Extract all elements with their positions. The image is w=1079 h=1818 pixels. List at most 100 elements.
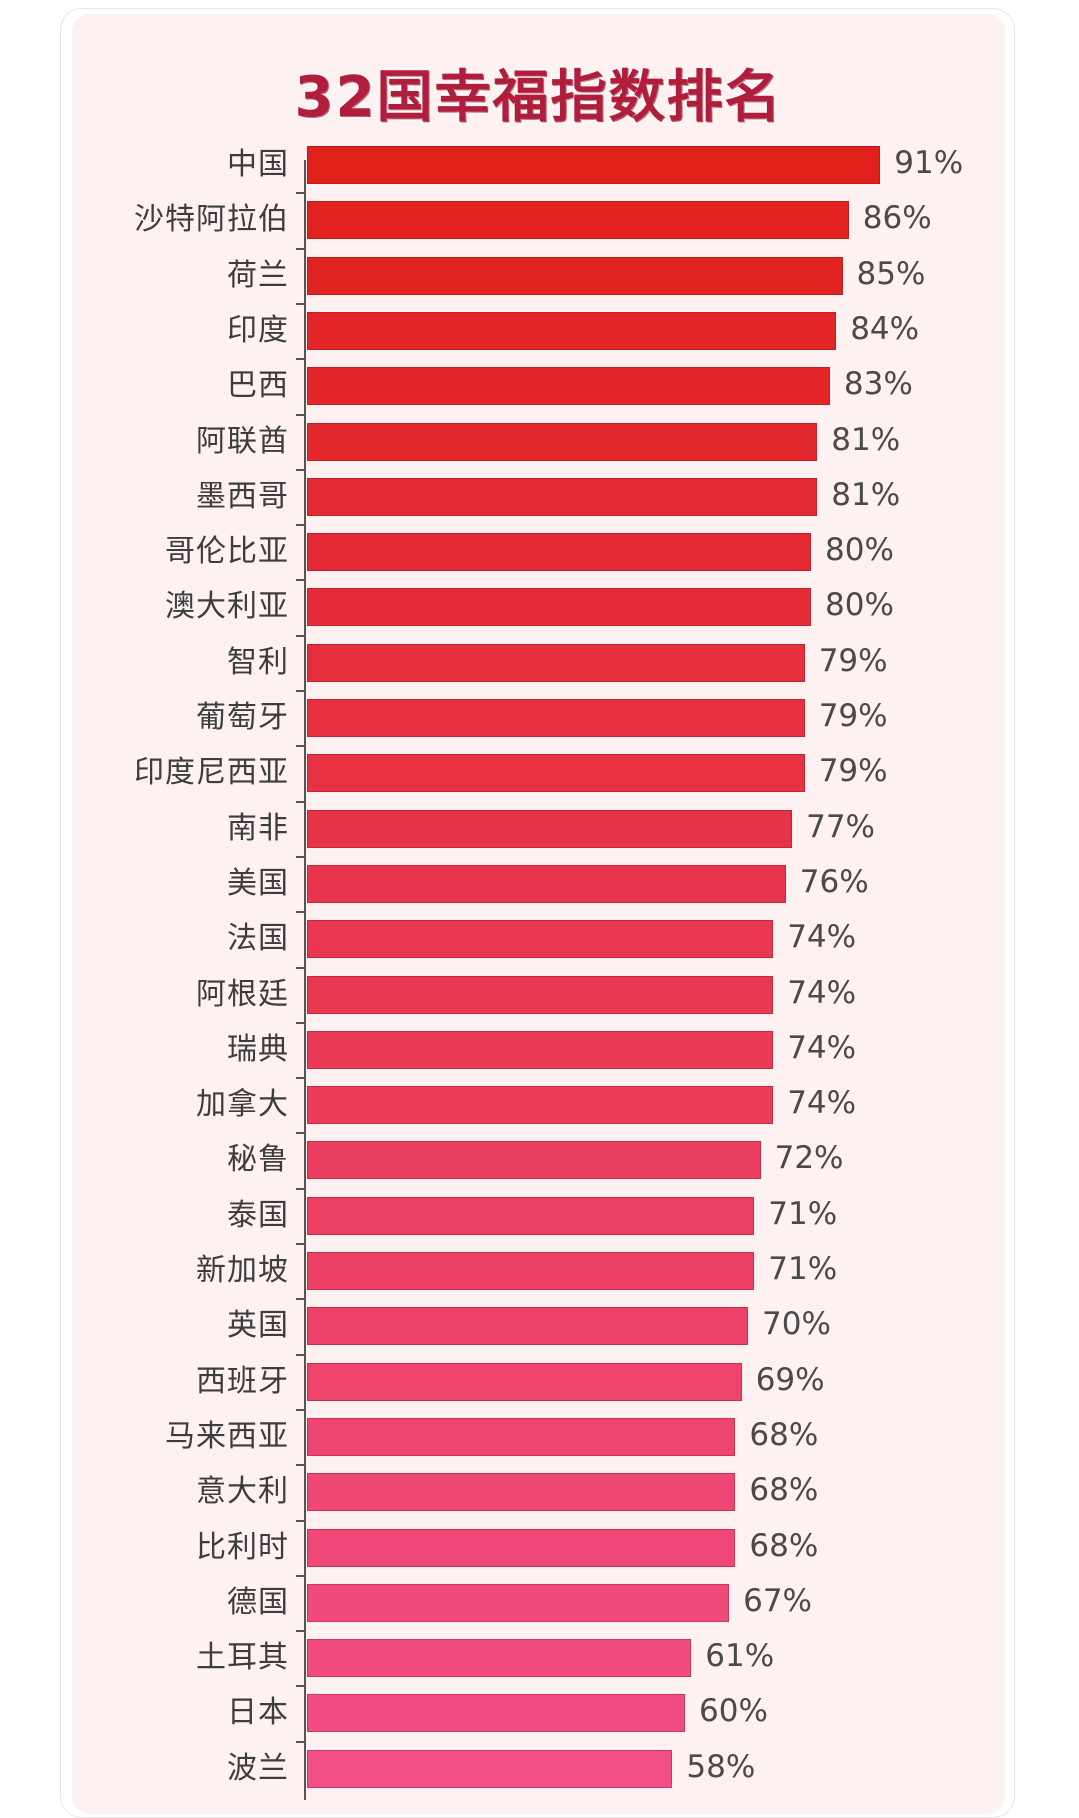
category-label: 印度尼西亚	[134, 755, 289, 791]
value-label: 85%	[856, 255, 926, 292]
value-label: 61%	[705, 1638, 775, 1675]
bar-row: 加拿大 74%	[0, 1077, 1079, 1133]
category-label: 沙特阿拉伯	[134, 202, 289, 238]
category-label: 马来西亚	[165, 1418, 289, 1454]
axis-tick	[296, 1353, 305, 1356]
category-label: 加拿大	[196, 1087, 289, 1123]
bar-row: 中国 91%	[0, 138, 1079, 193]
bar	[307, 367, 830, 406]
bar-row: 瑞典 74%	[0, 1021, 1079, 1078]
value-label: 70%	[762, 1306, 831, 1343]
value-label: 58%	[686, 1748, 756, 1785]
value-label: 74%	[787, 919, 857, 956]
bar-row: 荷兰 85%	[0, 247, 1079, 304]
bar	[307, 588, 811, 627]
bar	[307, 699, 805, 737]
bar-row: 法国 74%	[0, 911, 1079, 967]
axis-tick	[296, 911, 305, 914]
bar	[307, 146, 881, 184]
axis-tick	[296, 358, 305, 361]
value-label: 71%	[768, 1251, 838, 1287]
axis-tick	[296, 1408, 305, 1411]
axis-tick	[296, 1243, 305, 1245]
value-label: 79%	[818, 753, 888, 790]
value-label: 80%	[825, 587, 894, 624]
category-label: 澳大利亚	[165, 589, 289, 625]
category-label: 法国	[227, 921, 289, 957]
bar-row: 印度 84%	[0, 302, 1079, 359]
axis-tick	[296, 1298, 305, 1301]
category-label: 阿根廷	[196, 976, 289, 1012]
bar	[307, 1252, 755, 1290]
bar	[307, 533, 811, 572]
category-label: 阿联酋	[196, 423, 289, 459]
value-label: 79%	[818, 642, 888, 679]
bar	[307, 477, 818, 516]
axis-tick	[296, 1740, 305, 1743]
bar	[307, 201, 849, 240]
category-label: 新加坡	[196, 1253, 289, 1288]
axis-tick	[296, 1021, 305, 1024]
bar	[307, 920, 774, 959]
axis-tick	[296, 1685, 305, 1688]
axis-tick	[296, 1519, 305, 1522]
value-label: 71%	[768, 1195, 838, 1232]
category-label: 美国	[227, 865, 289, 901]
bar-row: 波兰 58%	[0, 1740, 1079, 1797]
y-axis-line	[304, 160, 306, 1800]
bar	[307, 809, 793, 848]
bar-row: 南非 77%	[0, 800, 1079, 857]
bar	[307, 1639, 692, 1678]
category-label: 南非	[227, 810, 289, 846]
axis-tick	[296, 634, 305, 637]
category-label: 巴西	[227, 368, 289, 404]
category-label: 墨西哥	[196, 478, 289, 514]
bar	[307, 422, 818, 461]
category-label: 西班牙	[196, 1363, 289, 1399]
axis-tick	[296, 1187, 305, 1190]
bar-row: 意大利 68%	[0, 1464, 1079, 1520]
category-label: 葡萄牙	[196, 700, 289, 735]
bar	[307, 1749, 673, 1788]
value-label: 79%	[818, 698, 888, 734]
value-label: 76%	[799, 863, 869, 900]
axis-tick	[296, 1574, 305, 1577]
value-label: 74%	[787, 1029, 857, 1066]
category-label: 德国	[227, 1584, 289, 1620]
value-label: 77%	[806, 808, 875, 845]
category-label: 印度	[227, 312, 289, 348]
category-label: 泰国	[227, 1197, 289, 1233]
value-label: 60%	[699, 1693, 768, 1730]
bar	[307, 1030, 774, 1069]
bar-row: 马来西亚 68%	[0, 1408, 1079, 1465]
axis-tick	[296, 800, 305, 803]
category-label: 比利时	[196, 1529, 289, 1565]
chart-title: 32国幸福指数排名	[294, 65, 783, 130]
axis-tick	[296, 468, 305, 471]
category-label: 智利	[227, 644, 289, 680]
bar-row: 墨西哥 81%	[0, 468, 1079, 525]
bar	[307, 1141, 761, 1180]
axis-tick	[296, 247, 305, 250]
axis-tick	[296, 1630, 305, 1633]
value-label: 91%	[894, 145, 964, 181]
axis-tick	[296, 579, 305, 582]
bar-row: 英国 70%	[0, 1298, 1079, 1354]
value-label: 84%	[850, 310, 920, 347]
axis-tick	[296, 192, 305, 195]
bar	[307, 1694, 685, 1733]
axis-tick	[296, 1077, 305, 1080]
bar-row: 哥伦比亚 80%	[0, 524, 1079, 580]
value-label: 74%	[787, 1085, 857, 1122]
axis-tick	[296, 745, 305, 748]
bar-row: 日本 60%	[0, 1685, 1079, 1741]
bar	[307, 1417, 736, 1456]
bar	[307, 975, 774, 1014]
bar	[307, 1583, 730, 1622]
bar	[307, 1473, 736, 1512]
value-label: 81%	[831, 421, 901, 458]
value-label: 86%	[862, 200, 932, 237]
bar	[307, 256, 843, 295]
bar-row: 德国 67%	[0, 1574, 1079, 1631]
bar	[307, 1307, 748, 1346]
